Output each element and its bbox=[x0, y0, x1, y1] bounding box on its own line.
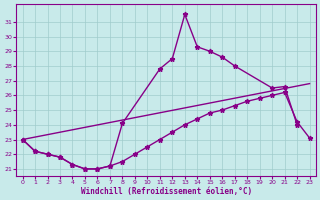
X-axis label: Windchill (Refroidissement éolien,°C): Windchill (Refroidissement éolien,°C) bbox=[81, 187, 252, 196]
